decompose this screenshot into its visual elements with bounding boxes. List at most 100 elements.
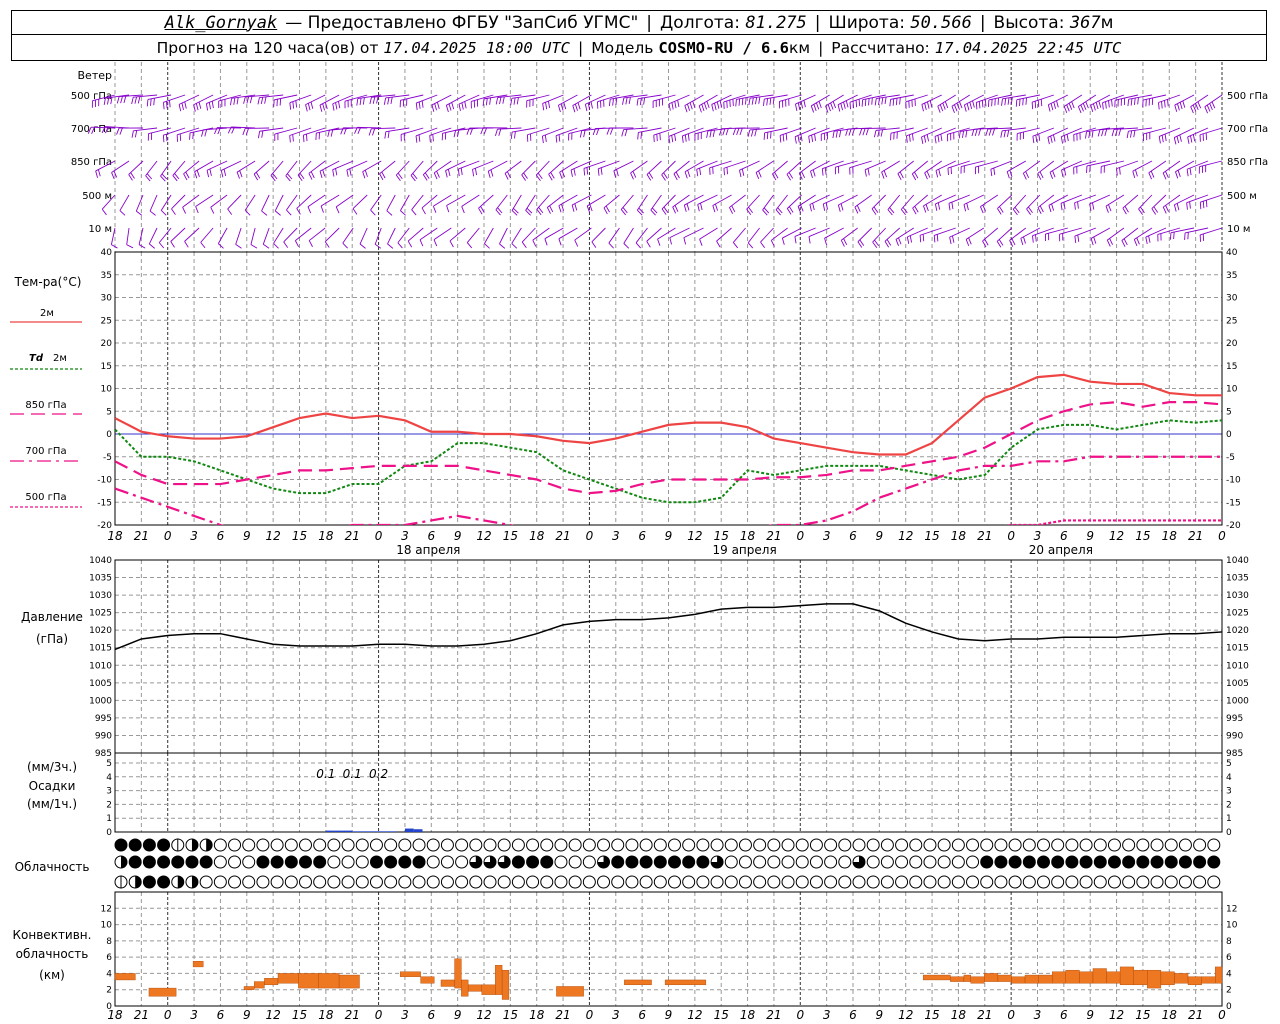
wind-barb	[1186, 194, 1209, 210]
cloud-symbol	[909, 855, 923, 869]
time-tick-bottom: 9	[1086, 1008, 1094, 1022]
pressure-ytick-right: 1010	[1226, 661, 1249, 671]
cloud-symbol	[1008, 855, 1022, 869]
time-tick-bottom: 18	[529, 1008, 545, 1022]
time-tick-bottom: 0	[1218, 1008, 1226, 1022]
conv-bar	[148, 987, 177, 997]
wind-barb	[1001, 94, 1026, 106]
wind-barb	[906, 227, 928, 244]
wind-barb	[178, 94, 200, 112]
alt-label: Высота:	[993, 12, 1065, 33]
pressure-ytick-left: 1010	[89, 661, 112, 671]
pressure-ytick-left: 995	[95, 714, 112, 724]
pressure-ytick-right: 1015	[1226, 644, 1249, 654]
wind-barb	[985, 127, 1012, 136]
cloud-symbol	[1207, 838, 1221, 852]
wind-barb	[849, 94, 872, 110]
time-tick-mid: 12	[476, 529, 491, 543]
cloud-symbol	[1065, 875, 1079, 889]
wind-barb	[606, 127, 634, 135]
cloud-symbol	[1037, 875, 1050, 889]
time-tick-mid: 6	[427, 529, 435, 543]
conv-bar	[420, 976, 435, 984]
time-tick-mid: 6	[217, 529, 225, 543]
cloud-symbol	[753, 875, 767, 889]
lat-label: Широта:	[828, 12, 905, 33]
wind-barb	[160, 194, 172, 216]
cloud-symbol	[724, 875, 738, 889]
wind-barb	[911, 160, 929, 181]
wind-barb	[1199, 127, 1223, 142]
wind-barb	[149, 194, 158, 216]
forecast-prefix: Прогноз на 120 часа(ов) от	[156, 38, 379, 57]
cloud-symbol	[313, 838, 327, 852]
computed-value: 17.04.2025 22:45 UTC	[934, 38, 1122, 57]
wind-barb	[379, 160, 396, 181]
cloud-symbol	[611, 838, 625, 852]
time-tick-bottom: 6	[1060, 1008, 1068, 1022]
conv-bar	[1201, 976, 1216, 984]
model-name: COSMO-RU / 6.6	[658, 38, 789, 57]
time-tick-bottom: 9	[243, 1008, 251, 1022]
conv-bar	[114, 973, 136, 981]
precip-bar	[369, 831, 379, 832]
time-tick-mid: 21	[766, 529, 781, 543]
wind-barb	[912, 194, 929, 215]
alt-value: 367	[1069, 12, 1101, 33]
wind-barb	[200, 227, 214, 249]
conv-bar	[1092, 968, 1107, 984]
cloud-symbol	[440, 855, 454, 869]
precip-frame	[114, 752, 1223, 833]
wind-barb	[635, 227, 648, 249]
wind-barb	[559, 160, 578, 179]
cloud-symbol	[341, 875, 355, 889]
wind-barb	[480, 127, 508, 135]
wind-barb	[1199, 227, 1223, 242]
cloud-symbol	[426, 855, 440, 869]
conv-bar	[298, 973, 319, 989]
cloud-symbol	[483, 838, 497, 852]
precip-unit-1h: (мм/1ч.)	[27, 797, 77, 811]
cloud-symbol	[838, 875, 852, 889]
cloud-symbol	[838, 855, 852, 869]
wind-barb	[824, 227, 844, 246]
cloud-symbol	[909, 838, 923, 852]
wind-barb	[441, 127, 466, 141]
cloud-symbol	[653, 875, 667, 889]
wind-barb	[697, 194, 718, 212]
cloud-symbol	[171, 855, 185, 869]
wind-barb	[87, 126, 116, 134]
pressure-ytick-left: 1035	[89, 574, 112, 584]
wind-barb	[889, 94, 914, 107]
wind-barb	[163, 94, 186, 110]
conv-bar	[318, 973, 340, 989]
wind-barb	[1000, 127, 1026, 138]
wind-barb	[542, 94, 564, 111]
wind-barb	[370, 194, 382, 216]
wind-barb	[808, 127, 830, 144]
wind-barb	[996, 227, 1013, 248]
cloud-symbol	[1008, 875, 1022, 889]
time-tick-bottom: 21	[555, 1008, 570, 1022]
wind-barb	[369, 94, 396, 105]
wind-barb	[342, 227, 354, 249]
precip-ytick-left: 3	[106, 787, 112, 797]
cloud-symbol	[398, 855, 412, 869]
wind-barb	[661, 160, 676, 181]
wind-barb	[384, 127, 410, 139]
cloud-symbol	[824, 875, 838, 889]
time-tick-mid: 12	[1109, 529, 1124, 543]
cloud-symbol	[568, 838, 582, 852]
precip-bar	[387, 831, 397, 832]
wind-barb	[1073, 127, 1097, 142]
wind-barb	[230, 94, 256, 106]
time-tick-mid: 6	[849, 529, 857, 543]
wind-barb	[532, 227, 550, 247]
wind-barb	[261, 194, 270, 216]
cloud-symbol	[1193, 838, 1207, 852]
wind-barb	[91, 94, 116, 108]
time-tick-bottom: 12	[687, 1008, 702, 1022]
wind-barb	[747, 127, 774, 137]
wind-barb	[1032, 227, 1055, 243]
wind-barb	[859, 127, 886, 136]
